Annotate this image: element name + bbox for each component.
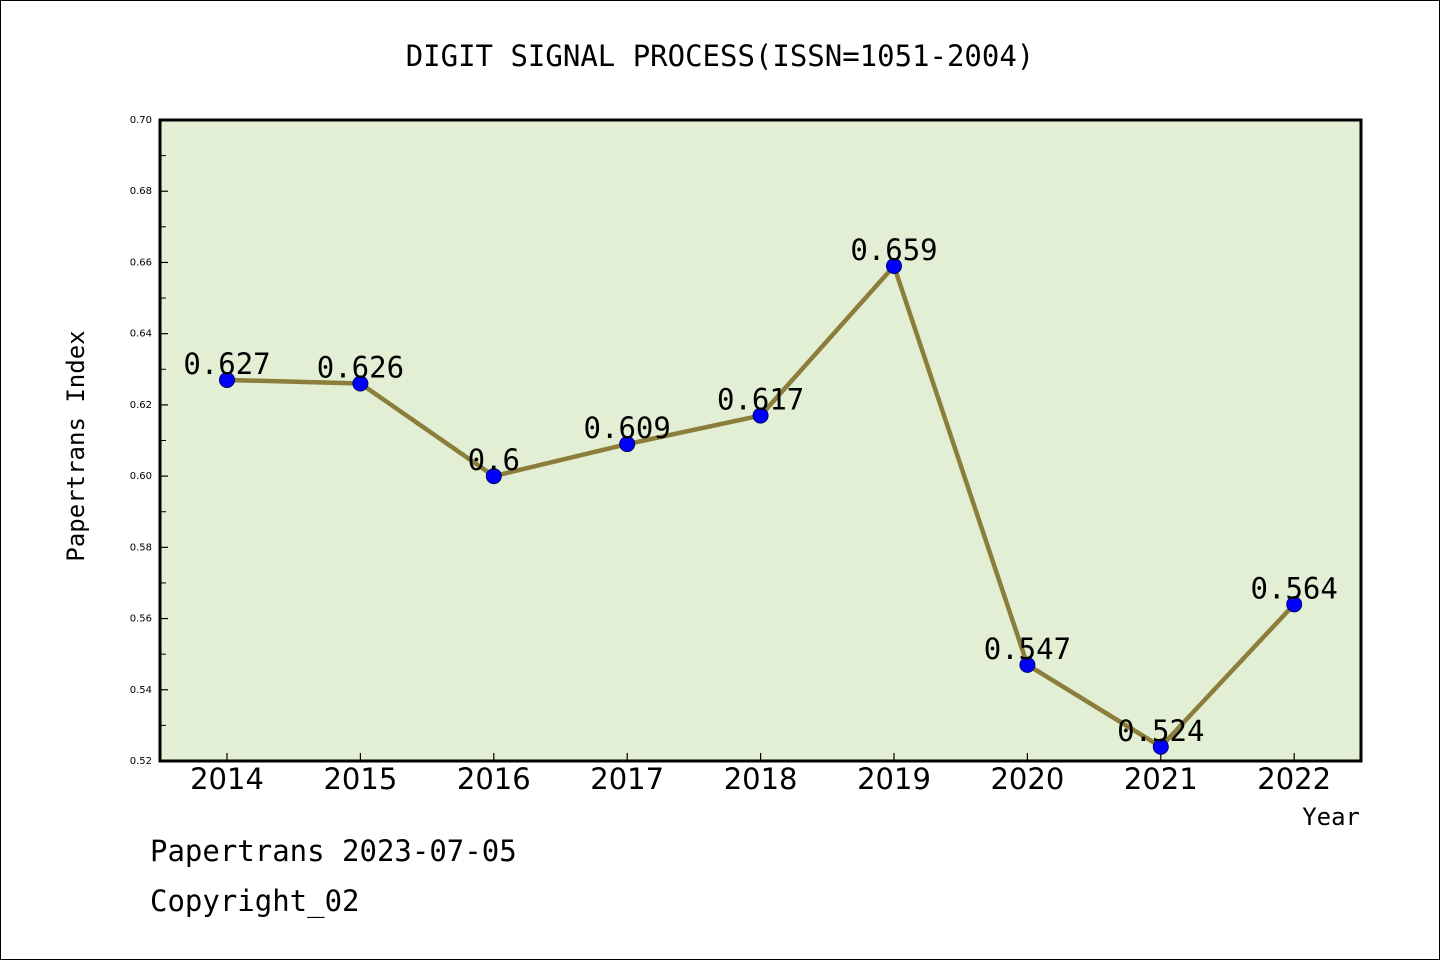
data-label: 0.564 [1251, 571, 1338, 605]
footer-copyright: Copyright_02 [150, 884, 360, 918]
data-point [752, 407, 769, 424]
data-labels: 0.627 0.626 0.6 0.609 0.617 0.659 0.547 0.524 0.… [183, 233, 1338, 748]
footer-date: Papertrans 2023-07-05 [150, 834, 517, 868]
x-axis-label: Year [1302, 803, 1360, 831]
y-tick-label: 0.58 [130, 542, 152, 553]
y-tick-label: 0.70 [130, 115, 152, 126]
y-tick-label: 0.60 [130, 471, 152, 482]
data-point [886, 258, 902, 275]
data-label: 0.609 [584, 411, 671, 445]
data-label: 0.626 [317, 351, 404, 385]
x-tick-label: 2021 [1124, 762, 1198, 796]
y-tick-label: 0.66 [130, 257, 152, 268]
x-tick-label: 2018 [724, 762, 798, 796]
x-tick-label: 2019 [857, 762, 931, 796]
y-tick-label: 0.64 [130, 329, 152, 340]
x-tick-label: 2017 [590, 762, 664, 796]
y-tick-label: 0.62 [130, 400, 152, 411]
y-tick-label: 0.52 [130, 756, 152, 767]
data-point [352, 375, 369, 392]
chart-title: DIGIT SIGNAL PROCESS(ISSN=1051-2004) [406, 39, 1035, 73]
data-label: 0.6 [468, 443, 520, 477]
x-axis: 2014 2015 2016 2017 2018 2019 2020 2021 2022 [190, 753, 1331, 796]
data-point [1152, 738, 1169, 755]
data-point [1286, 596, 1303, 613]
data-point [1019, 656, 1036, 673]
y-tick-label: 0.68 [130, 186, 152, 197]
data-label: 0.659 [850, 233, 937, 267]
y-axis: 0.52 0.54 0.56 0.58 0.60 0.62 0.64 0.66 0.68 0.70 [130, 115, 168, 767]
x-tick-label: 2015 [323, 762, 397, 796]
x-tick-label: 2020 [990, 762, 1064, 796]
data-label: 0.627 [183, 347, 270, 381]
data-point [485, 468, 502, 485]
plot-area [158, 118, 1363, 763]
y-tick-label: 0.56 [130, 614, 152, 625]
y-axis-label: Papertrans Index [62, 330, 90, 561]
x-tick-label: 2014 [190, 762, 264, 796]
data-point [219, 371, 235, 388]
data-label: 0.524 [1117, 714, 1204, 748]
x-tick-label: 2022 [1257, 762, 1331, 796]
data-label: 0.617 [717, 383, 804, 417]
data-label: 0.547 [984, 632, 1071, 666]
data-markers [219, 258, 1303, 755]
y-tick-label: 0.54 [130, 685, 152, 696]
x-tick-label: 2016 [457, 762, 531, 796]
data-point [619, 436, 636, 453]
